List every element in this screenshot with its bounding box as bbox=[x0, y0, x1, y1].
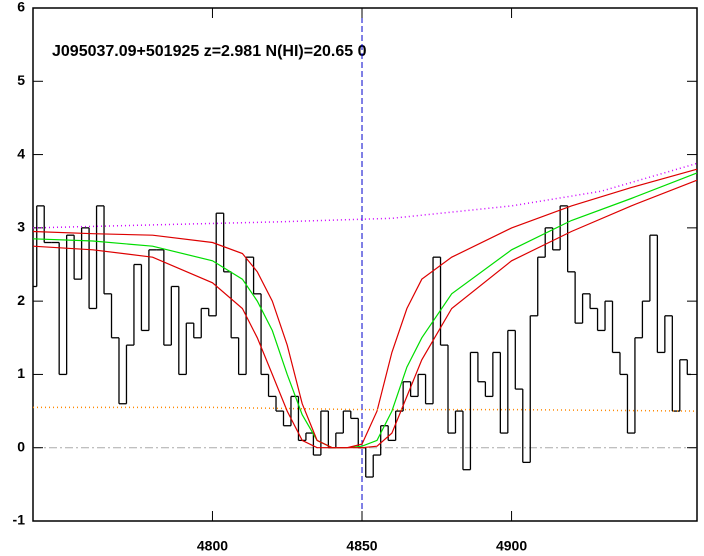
x-tick-label: 4850 bbox=[346, 538, 377, 554]
chart-title: J095037.09+501925 z=2.981 N(HI)=20.65 0 bbox=[52, 43, 367, 60]
y-tick-label: 2 bbox=[17, 292, 25, 308]
plot-frame bbox=[32, 7, 698, 522]
x-tick-label: 4900 bbox=[496, 538, 527, 554]
model-line bbox=[32, 179, 698, 449]
y-tick-label: 1 bbox=[17, 365, 25, 381]
x-tick-label: 4800 bbox=[197, 538, 228, 554]
y-tick-label: 6 bbox=[17, 0, 25, 15]
y-tick-label: 0 bbox=[17, 438, 25, 454]
y-tick-label: -1 bbox=[13, 512, 26, 528]
model-line bbox=[33, 406, 698, 412]
y-tick-label: 5 bbox=[17, 72, 25, 88]
y-tick-label: 4 bbox=[17, 145, 25, 161]
y-tick-label: 3 bbox=[17, 219, 25, 235]
model-line bbox=[32, 162, 698, 229]
